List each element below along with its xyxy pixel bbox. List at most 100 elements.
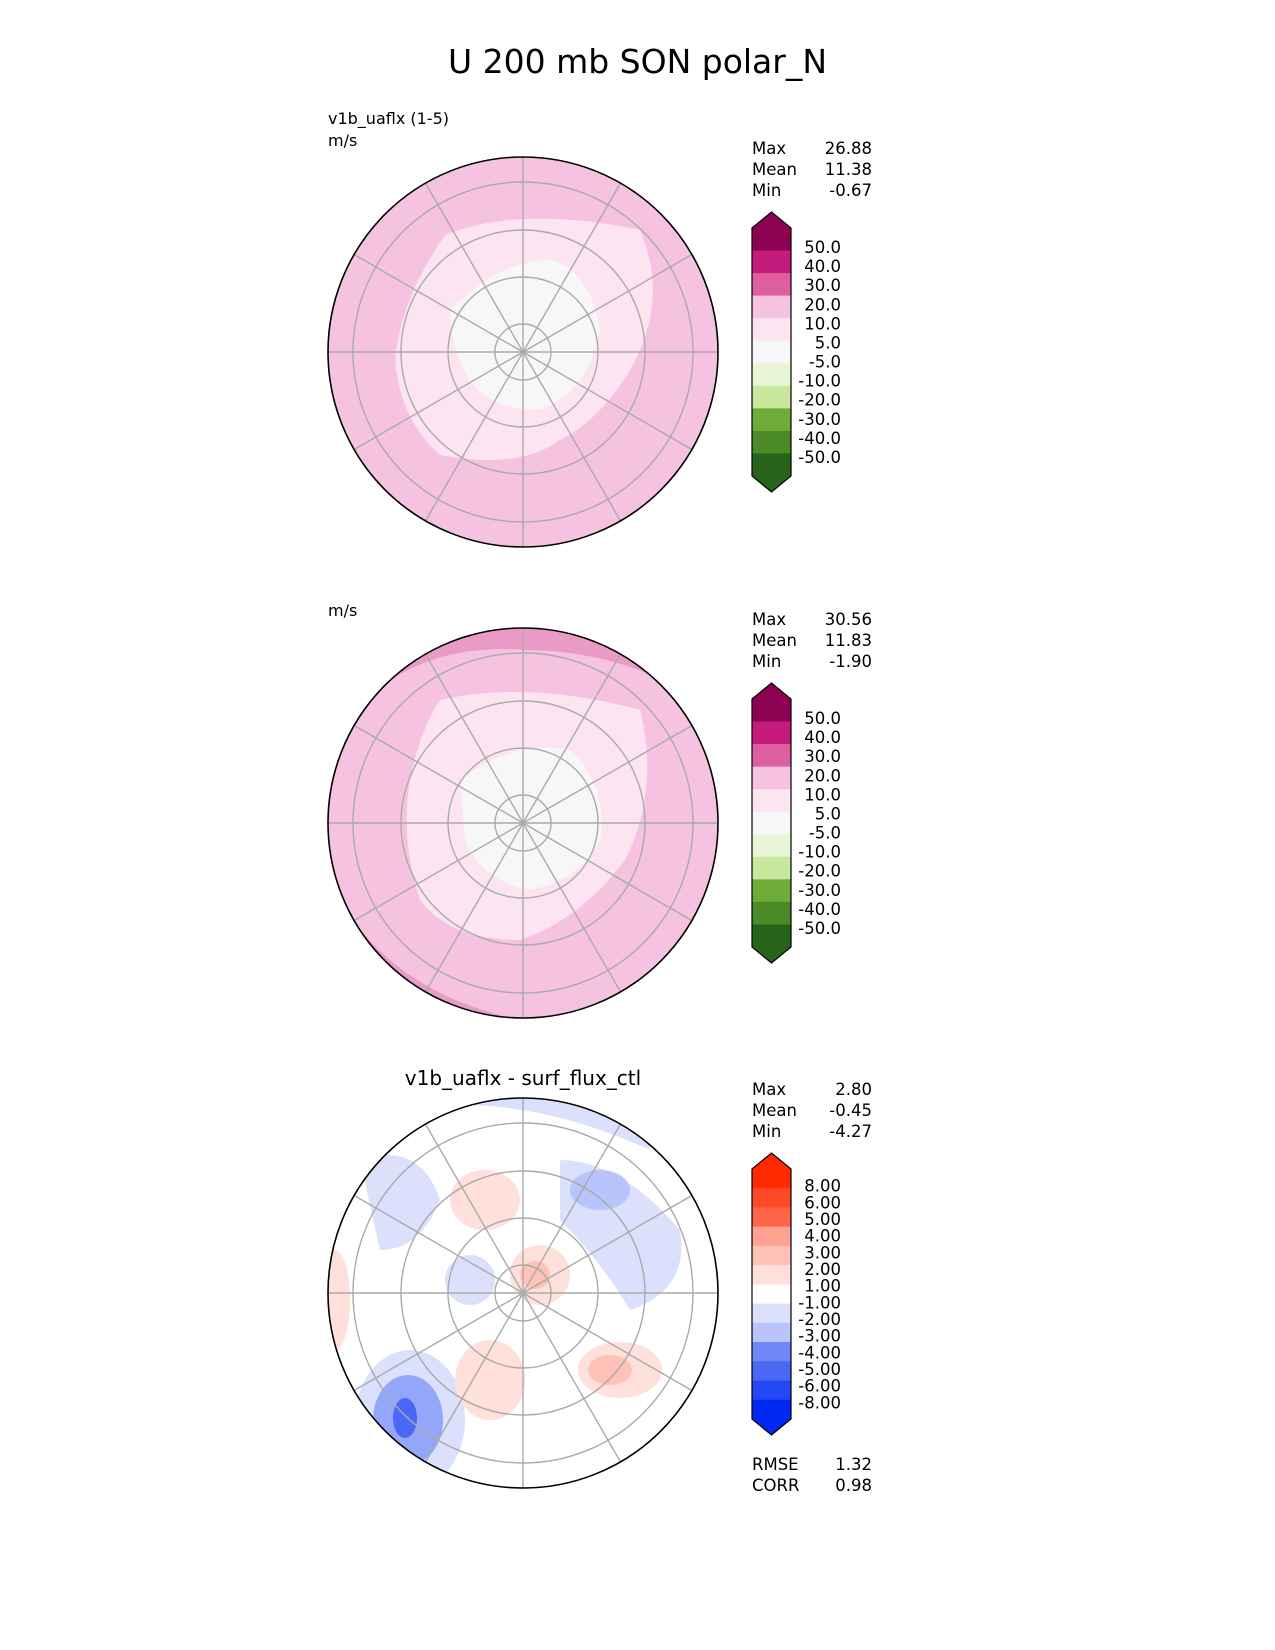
colorbar-tick-label: -5.0 bbox=[809, 353, 841, 372]
colorbar-band bbox=[752, 1342, 791, 1362]
colorbar-panel2: 50.040.030.020.010.05.0-5.0-10.0-20.0-30… bbox=[751, 682, 841, 964]
colorbar-tick-label: 50.0 bbox=[804, 709, 841, 728]
map-boundary bbox=[327, 156, 719, 548]
stat-label: Min bbox=[752, 181, 782, 200]
map-panel2 bbox=[328, 628, 718, 1018]
colorbar-band bbox=[752, 811, 791, 835]
colorbar-tick-label: -5.00 bbox=[798, 1360, 841, 1379]
meridian-line bbox=[353, 1292, 524, 1392]
colorbar-band bbox=[752, 1169, 791, 1189]
meridian-line bbox=[522, 1292, 693, 1392]
colorbar-tick-label: -30.0 bbox=[798, 410, 841, 429]
colorbar-band bbox=[752, 789, 791, 813]
colorbar-tick-label: -40.0 bbox=[798, 900, 841, 919]
colorbar-extend-min bbox=[752, 1419, 791, 1435]
meridian-line bbox=[522, 1123, 622, 1294]
colorbar-band bbox=[752, 453, 791, 477]
colorbar-band bbox=[752, 901, 791, 925]
colorbar-tick-label: 20.0 bbox=[804, 295, 841, 314]
meridian-line bbox=[522, 822, 622, 993]
colorbar-outline bbox=[751, 211, 792, 493]
stat-value: 26.88 bbox=[824, 139, 872, 158]
colorbar-tick-label: 5.0 bbox=[815, 333, 841, 352]
colorbar-band bbox=[752, 430, 791, 454]
colorbar-tick-label: -50.0 bbox=[798, 919, 841, 938]
metric-value: 1.32 bbox=[835, 1455, 872, 1474]
colorbar-band bbox=[752, 1284, 791, 1305]
colorbar-panel3: 8.006.005.004.003.002.001.00-1.00-2.00-3… bbox=[751, 1152, 841, 1436]
panel3-title: v1b_uaflx - surf_flux_ctl bbox=[404, 1066, 642, 1090]
stat-value: -0.45 bbox=[829, 1101, 872, 1120]
meridian-line bbox=[522, 253, 693, 353]
colorbar-band bbox=[752, 318, 791, 342]
stat-value: -0.67 bbox=[829, 181, 872, 200]
colorbar-band bbox=[752, 295, 791, 319]
colorbar-tick-label: 1.00 bbox=[804, 1277, 841, 1296]
panel1-units: m/s bbox=[328, 131, 358, 150]
colorbar-band bbox=[752, 250, 791, 274]
meridian-line bbox=[353, 351, 524, 451]
colorbar-band bbox=[752, 699, 791, 723]
colorbar-tick-label: -20.0 bbox=[798, 862, 841, 881]
colorbar-tick-label: -1.00 bbox=[798, 1293, 841, 1312]
meridian-line bbox=[522, 351, 622, 522]
colorbar-extend-min bbox=[752, 476, 791, 492]
colorbar-band bbox=[752, 1399, 791, 1420]
metric-label: CORR bbox=[752, 1476, 800, 1495]
colorbar-tick-label: -8.00 bbox=[798, 1393, 841, 1412]
meridian-line bbox=[522, 1194, 693, 1294]
panel2-units: m/s bbox=[328, 601, 358, 620]
colorbar-band bbox=[752, 1245, 791, 1266]
colorbar-tick-label: 40.0 bbox=[804, 257, 841, 276]
colorbar-tick-label: 5.00 bbox=[804, 1210, 841, 1229]
colorbar-tick-label: -2.00 bbox=[798, 1310, 841, 1329]
colorbar-tick-label: 30.0 bbox=[804, 276, 841, 295]
panel3-stats: Max 2.80 Mean -0.45 Min -4.27 bbox=[752, 1079, 872, 1142]
colorbar-tick-label: 3.00 bbox=[804, 1243, 841, 1262]
meridian-line bbox=[353, 1194, 524, 1294]
colorbar-band bbox=[752, 834, 791, 858]
meridian-line bbox=[522, 351, 693, 451]
meridian-line bbox=[522, 182, 622, 353]
colorbar-extend-max bbox=[752, 683, 791, 699]
colorbar-band bbox=[752, 1380, 791, 1401]
colorbar-tick-label: -10.0 bbox=[798, 843, 841, 862]
meridian-line bbox=[353, 724, 524, 824]
colorbar-tick-label: -10.0 bbox=[798, 372, 841, 391]
panel2-stats: Max 30.56 Mean 11.83 Min -1.90 bbox=[752, 609, 872, 672]
stat-value: -4.27 bbox=[829, 1122, 872, 1141]
panel1-stats: Max 26.88 Mean 11.38 Min -0.67 bbox=[752, 138, 872, 201]
colorbar-tick-label: -3.00 bbox=[798, 1327, 841, 1346]
colorbar-band bbox=[752, 1265, 791, 1285]
colorbar-outline bbox=[751, 682, 792, 964]
stat-label: Mean bbox=[752, 160, 797, 179]
colorbar-tick-label: 10.0 bbox=[804, 785, 841, 804]
colorbar-band bbox=[752, 408, 791, 432]
panel1-label: v1b_uaflx (1-5) bbox=[328, 109, 449, 128]
map-gridlines bbox=[327, 156, 719, 548]
colorbar-tick-label: 10.0 bbox=[804, 314, 841, 333]
meridian-line bbox=[353, 822, 524, 922]
colorbar-extend-min bbox=[752, 947, 791, 963]
metric-label: RMSE bbox=[752, 1455, 799, 1474]
meridian-line bbox=[424, 1123, 524, 1294]
colorbar-band bbox=[752, 721, 791, 745]
stat-label: Min bbox=[752, 1122, 782, 1141]
meridian-line bbox=[353, 253, 524, 353]
meridian-line bbox=[424, 182, 524, 353]
colorbar-band bbox=[752, 1322, 791, 1343]
colorbar-band bbox=[752, 363, 791, 387]
colorbar-tick-label: 30.0 bbox=[804, 747, 841, 766]
colorbar-band bbox=[752, 385, 791, 409]
colorbar-panel1: 50.040.030.020.010.05.0-5.0-10.0-20.0-30… bbox=[751, 211, 841, 493]
stat-value: 2.80 bbox=[835, 1080, 872, 1099]
meridian-line bbox=[424, 1292, 524, 1463]
stat-label: Max bbox=[752, 1080, 787, 1099]
colorbar-tick-label: -6.00 bbox=[798, 1377, 841, 1396]
stat-value: 30.56 bbox=[824, 610, 872, 629]
colorbar-tick-label: -20.0 bbox=[798, 391, 841, 410]
meridian-line bbox=[522, 822, 693, 922]
colorbar-band bbox=[752, 924, 791, 948]
colorbar-band bbox=[752, 1226, 791, 1247]
